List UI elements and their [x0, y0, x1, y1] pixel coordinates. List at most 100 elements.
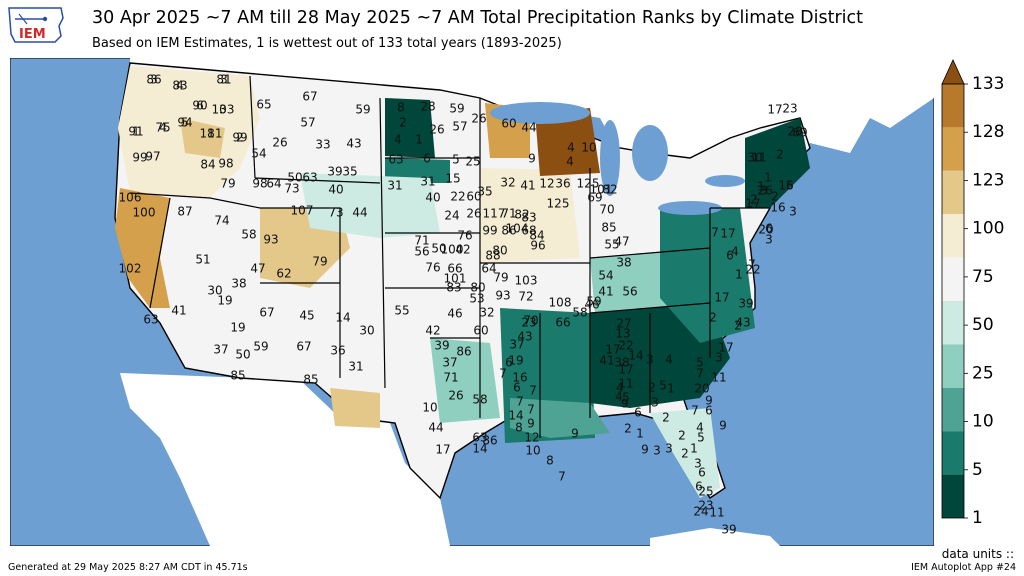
data-units-label: data units :: — [941, 547, 1014, 561]
lake-michigan — [600, 120, 620, 196]
rank-label: 93 — [263, 233, 278, 247]
rank-label: 53 — [469, 292, 484, 306]
rank-label: 39 — [434, 339, 449, 353]
rank-label: 24 — [693, 505, 708, 519]
rank-label: 17 — [745, 197, 760, 211]
rank-label: 46 — [584, 298, 599, 312]
rank-label: 2 — [750, 193, 758, 207]
rank-label: 1 — [415, 133, 423, 147]
rank-label: 70 — [599, 203, 614, 217]
rank-label: 82 — [514, 208, 529, 222]
region-nd-deep — [385, 98, 435, 158]
colorbar-tick-label: 10 — [972, 412, 994, 432]
rank-label: 65 — [256, 98, 271, 112]
rank-label: 7 — [499, 367, 507, 381]
rank-label: 88 — [485, 249, 500, 263]
rank-label: 10 — [581, 141, 596, 155]
region-california — [115, 188, 170, 308]
rank-label: 5 — [452, 153, 460, 167]
region-florida-mint — [650, 408, 720, 498]
rank-label: 17 — [720, 227, 735, 241]
rank-label: 6 — [698, 466, 706, 480]
rank-label: 2 — [648, 381, 656, 395]
rank-label: 3 — [219, 103, 227, 117]
colorbar: 133 128 123 100 75 50 25 10 5 1 — [941, 59, 1004, 526]
rank-label: 70 — [523, 314, 538, 328]
rank-label: 69 — [792, 126, 807, 140]
rank-label: 2 — [776, 148, 784, 162]
region-west-tx-tan — [330, 388, 380, 428]
rank-label: 24 — [444, 209, 459, 223]
colorbar-arrow — [941, 59, 965, 85]
rank-label: 47 — [250, 262, 265, 276]
rank-label: 1 — [132, 125, 140, 139]
rank-label: 30 — [359, 324, 374, 338]
rank-label: 83 — [446, 281, 461, 295]
rank-label: 23 — [782, 102, 797, 116]
rank-label: 7 — [527, 403, 535, 417]
rank-label: 23 — [698, 499, 713, 513]
rank-label: 26 — [471, 112, 486, 126]
rank-label: 1 — [757, 180, 765, 194]
rank-label: 4 — [616, 381, 624, 395]
rank-label: 19 — [217, 294, 232, 308]
region-oregon-tan — [180, 118, 225, 158]
rank-label: 4 — [394, 133, 402, 147]
rank-label: 63 — [302, 171, 317, 185]
rank-label: 16 — [770, 201, 785, 215]
rank-label: 6 — [513, 381, 521, 395]
rank-label: 15 — [445, 172, 460, 186]
rank-label: 38 — [614, 356, 629, 370]
rank-label: 72 — [518, 290, 533, 304]
colorbar-block — [942, 301, 964, 345]
rank-label: 98 — [252, 177, 267, 191]
rank-label: 5 — [659, 379, 667, 393]
colorbar-tick-label: 128 — [972, 122, 1004, 142]
rank-label: 31 — [387, 179, 402, 193]
colorbar-block — [942, 474, 964, 518]
generated-timestamp: Generated at 29 May 2025 8:27 AM CDT in … — [8, 562, 248, 573]
map-subtitle: Based on IEM Estimates, 1 is wettest out… — [92, 36, 562, 51]
rank-label: 74 — [214, 214, 229, 228]
rank-label: 79 — [220, 177, 235, 191]
rank-label: 28 — [420, 100, 435, 114]
rank-label: 5 — [697, 431, 705, 445]
rank-label: 31 — [348, 360, 363, 374]
rank-label: 9 — [571, 427, 579, 441]
rank-label: 4 — [566, 155, 574, 169]
colorbar-tick-label: 100 — [972, 219, 1004, 239]
rank-label: 81 — [216, 73, 231, 87]
rank-label: 85 — [303, 373, 318, 387]
rank-label: 41 — [520, 179, 535, 193]
rank-label: 57 — [452, 120, 467, 134]
rank-label: 63 — [143, 313, 158, 327]
rank-label: 80 — [492, 244, 507, 258]
rank-label: 96 — [530, 239, 545, 253]
rank-label: 25 — [698, 485, 713, 499]
rank-label: 32 — [500, 176, 515, 190]
rank-label: 5 — [181, 116, 189, 130]
rank-label: 85 — [601, 221, 616, 235]
rank-label: 50 — [431, 242, 446, 256]
rank-label: 4 — [665, 353, 673, 367]
rank-label: 5 — [622, 391, 630, 405]
rank-label: 62 — [276, 267, 291, 281]
rank-label: 87 — [177, 205, 192, 219]
rank-label: 85 — [230, 369, 245, 383]
rank-label: 3 — [760, 184, 768, 198]
rank-label: 19 — [230, 321, 245, 335]
rank-label: 26 — [466, 207, 481, 221]
rank-label: 1 — [667, 382, 675, 396]
lake-superior — [490, 102, 590, 124]
rank-label: 64 — [266, 177, 281, 191]
rank-label: 36 — [330, 344, 345, 358]
colorbar-block — [942, 127, 964, 171]
rank-label: 12 — [524, 431, 539, 445]
rank-label: 58 — [241, 228, 256, 242]
rank-label: 71 — [501, 207, 516, 221]
rank-label: 20 — [694, 382, 709, 396]
rank-label: 5 — [696, 356, 704, 370]
rank-label: 2 — [662, 411, 670, 425]
cuba-land — [650, 528, 780, 546]
